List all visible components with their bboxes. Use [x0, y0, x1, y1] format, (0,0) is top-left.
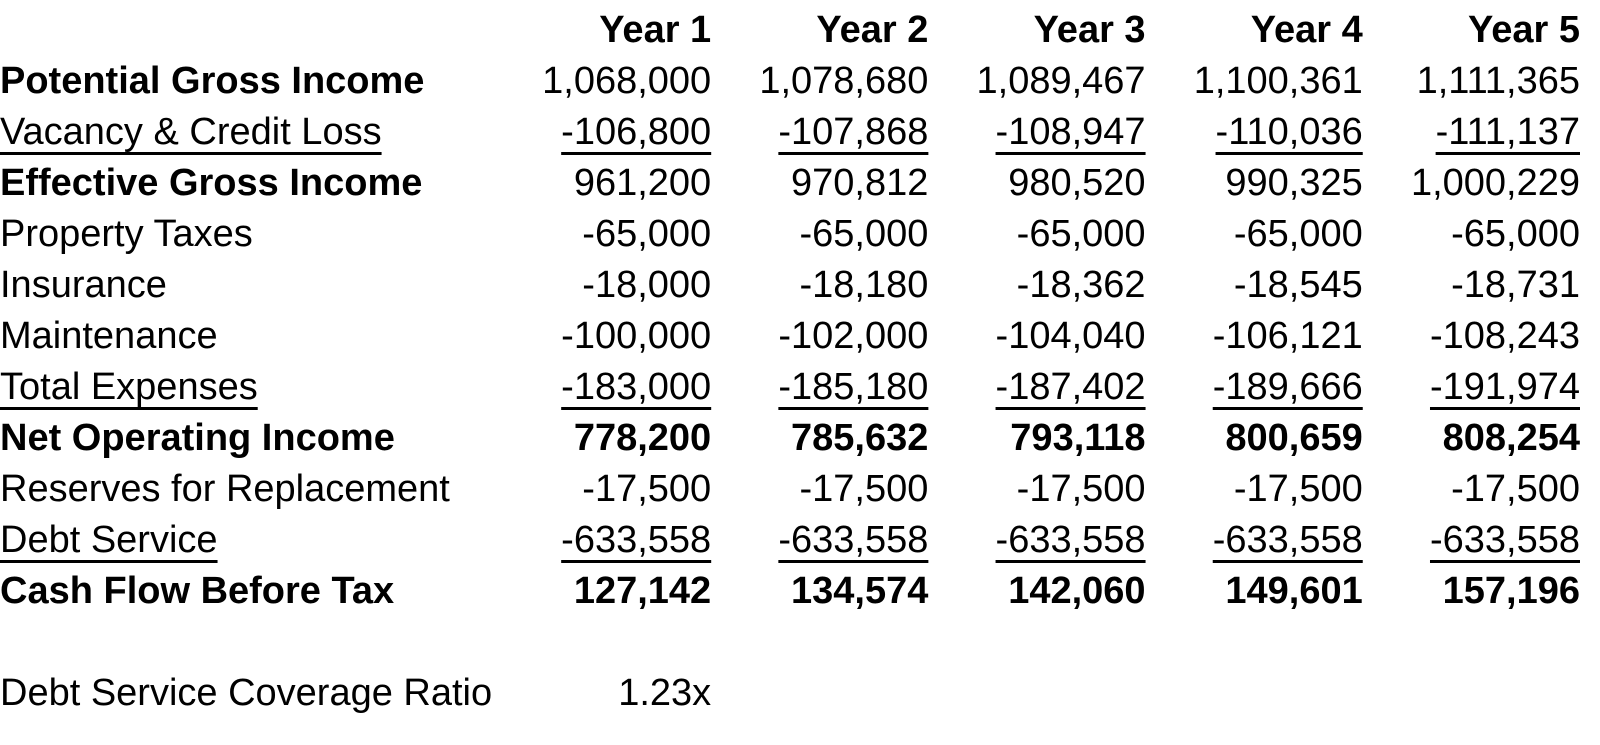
cell: -17,500: [799, 468, 929, 510]
cell: -65,000: [1451, 213, 1580, 255]
row-label: Cash Flow Before Tax: [0, 570, 395, 612]
cell: 1,078,680: [759, 60, 929, 102]
table-row-property-taxes: Property Taxes -65,000 -65,000 -65,000 -…: [0, 209, 1580, 260]
cell: -187,402: [995, 366, 1146, 408]
cell: -633,558: [561, 519, 712, 561]
table-row-cash-flow-before-tax: Cash Flow Before Tax 127,142 134,574 142…: [0, 566, 1580, 617]
row-label: Total Expenses: [0, 366, 258, 408]
cell: 142,060: [1008, 570, 1146, 612]
header-year-4: Year 4: [1250, 9, 1363, 51]
table-row-reserves-for-replacement: Reserves for Replacement -17,500 -17,500…: [0, 464, 1580, 515]
table-row-total-expenses: Total Expenses -183,000 -185,180 -187,40…: [0, 362, 1580, 413]
header-year-5: Year 5: [1468, 9, 1580, 51]
cell: 961,200: [573, 162, 712, 204]
cell: -18,731: [1451, 264, 1580, 306]
cell: -633,558: [995, 519, 1146, 561]
header-year-3: Year 3: [1033, 9, 1146, 51]
cell: -65,000: [1233, 213, 1363, 255]
cell: -633,558: [1429, 519, 1580, 561]
cell: -18,180: [799, 264, 929, 306]
cell: 1,100,361: [1193, 60, 1363, 102]
cash-flow-table: Year 1 Year 2 Year 3 Year 4 Year 5 Poten…: [0, 5, 1580, 719]
cell: -18,545: [1233, 264, 1363, 306]
cell: -185,180: [778, 366, 929, 408]
cell: 778,200: [573, 417, 712, 459]
table-row-maintenance: Maintenance -100,000 -102,000 -104,040 -…: [0, 311, 1580, 362]
table-row-debt-service-coverage-ratio: Debt Service Coverage Ratio 1.23x: [0, 668, 1580, 719]
spacer-cell: [0, 617, 1580, 668]
cell: 970,812: [791, 162, 929, 204]
cell: -633,558: [778, 519, 929, 561]
cell: 1,068,000: [542, 60, 712, 102]
cell: 134,574: [791, 570, 929, 612]
row-label: Debt Service: [0, 519, 218, 561]
row-label: Net Operating Income: [0, 417, 395, 459]
cell: -102,000: [778, 315, 929, 357]
row-label: Property Taxes: [0, 213, 253, 255]
table-row-potential-gross-income: Potential Gross Income 1,068,000 1,078,6…: [0, 56, 1580, 107]
cell: 1,111,365: [1416, 60, 1580, 102]
row-label: Maintenance: [0, 315, 218, 357]
cell: 127,142: [573, 570, 712, 612]
cell: -17,500: [1451, 468, 1580, 510]
cell: -108,947: [995, 111, 1146, 153]
row-label: Potential Gross Income: [0, 60, 425, 102]
spacer-row: [0, 617, 1580, 668]
cell: -18,000: [582, 264, 712, 306]
cell: -106,121: [1212, 315, 1363, 357]
dscr-value: 1.23x: [618, 672, 712, 714]
cell: 980,520: [1008, 162, 1146, 204]
cell: -189,666: [1212, 366, 1363, 408]
cell: 157,196: [1442, 570, 1580, 612]
cell: -17,500: [582, 468, 712, 510]
cell: 793,118: [1010, 417, 1146, 459]
cell: -633,558: [1212, 519, 1363, 561]
cell: -100,000: [561, 315, 712, 357]
header-label-cell: [0, 5, 494, 56]
row-label: Vacancy & Credit Loss: [0, 111, 382, 153]
cell: -183,000: [561, 366, 712, 408]
cell: -110,036: [1215, 111, 1363, 153]
table-row-insurance: Insurance -18,000 -18,180 -18,362 -18,54…: [0, 260, 1580, 311]
table-header-row: Year 1 Year 2 Year 3 Year 4 Year 5: [0, 5, 1580, 56]
cell: -65,000: [582, 213, 712, 255]
cell: 785,632: [791, 417, 929, 459]
cell: -107,868: [778, 111, 929, 153]
cell: 149,601: [1225, 570, 1363, 612]
cell: -108,243: [1429, 315, 1580, 357]
table-row-debt-service: Debt Service -633,558 -633,558 -633,558 …: [0, 515, 1580, 566]
header-year-1: Year 1: [599, 9, 712, 51]
cell: -17,500: [1016, 468, 1146, 510]
cell: -106,800: [561, 111, 712, 153]
cell: -65,000: [1016, 213, 1146, 255]
cell: -104,040: [995, 315, 1146, 357]
cell: -65,000: [799, 213, 929, 255]
cell: 808,254: [1442, 417, 1580, 459]
cell: -17,500: [1233, 468, 1363, 510]
cell-empty: [1146, 668, 1363, 719]
row-label: Reserves for Replacement: [0, 468, 450, 510]
row-label: Effective Gross Income: [0, 162, 423, 204]
cell: -111,137: [1435, 111, 1580, 153]
table-row-net-operating-income: Net Operating Income 778,200 785,632 793…: [0, 413, 1580, 464]
cell: 990,325: [1225, 162, 1363, 204]
cell: 1,089,467: [976, 60, 1146, 102]
cell: 1,000,229: [1410, 162, 1580, 204]
row-label: Debt Service Coverage Ratio: [0, 672, 493, 714]
cell: 800,659: [1225, 417, 1363, 459]
cell-empty: [928, 668, 1145, 719]
table-row-vacancy-credit-loss: Vacancy & Credit Loss -106,800 -107,868 …: [0, 107, 1580, 158]
cell-empty: [711, 668, 928, 719]
row-label: Insurance: [0, 264, 167, 306]
cell: -18,362: [1016, 264, 1146, 306]
cell-empty: [1363, 668, 1580, 719]
header-year-2: Year 2: [816, 9, 929, 51]
table-row-effective-gross-income: Effective Gross Income 961,200 970,812 9…: [0, 158, 1580, 209]
cell: -191,974: [1429, 366, 1580, 408]
